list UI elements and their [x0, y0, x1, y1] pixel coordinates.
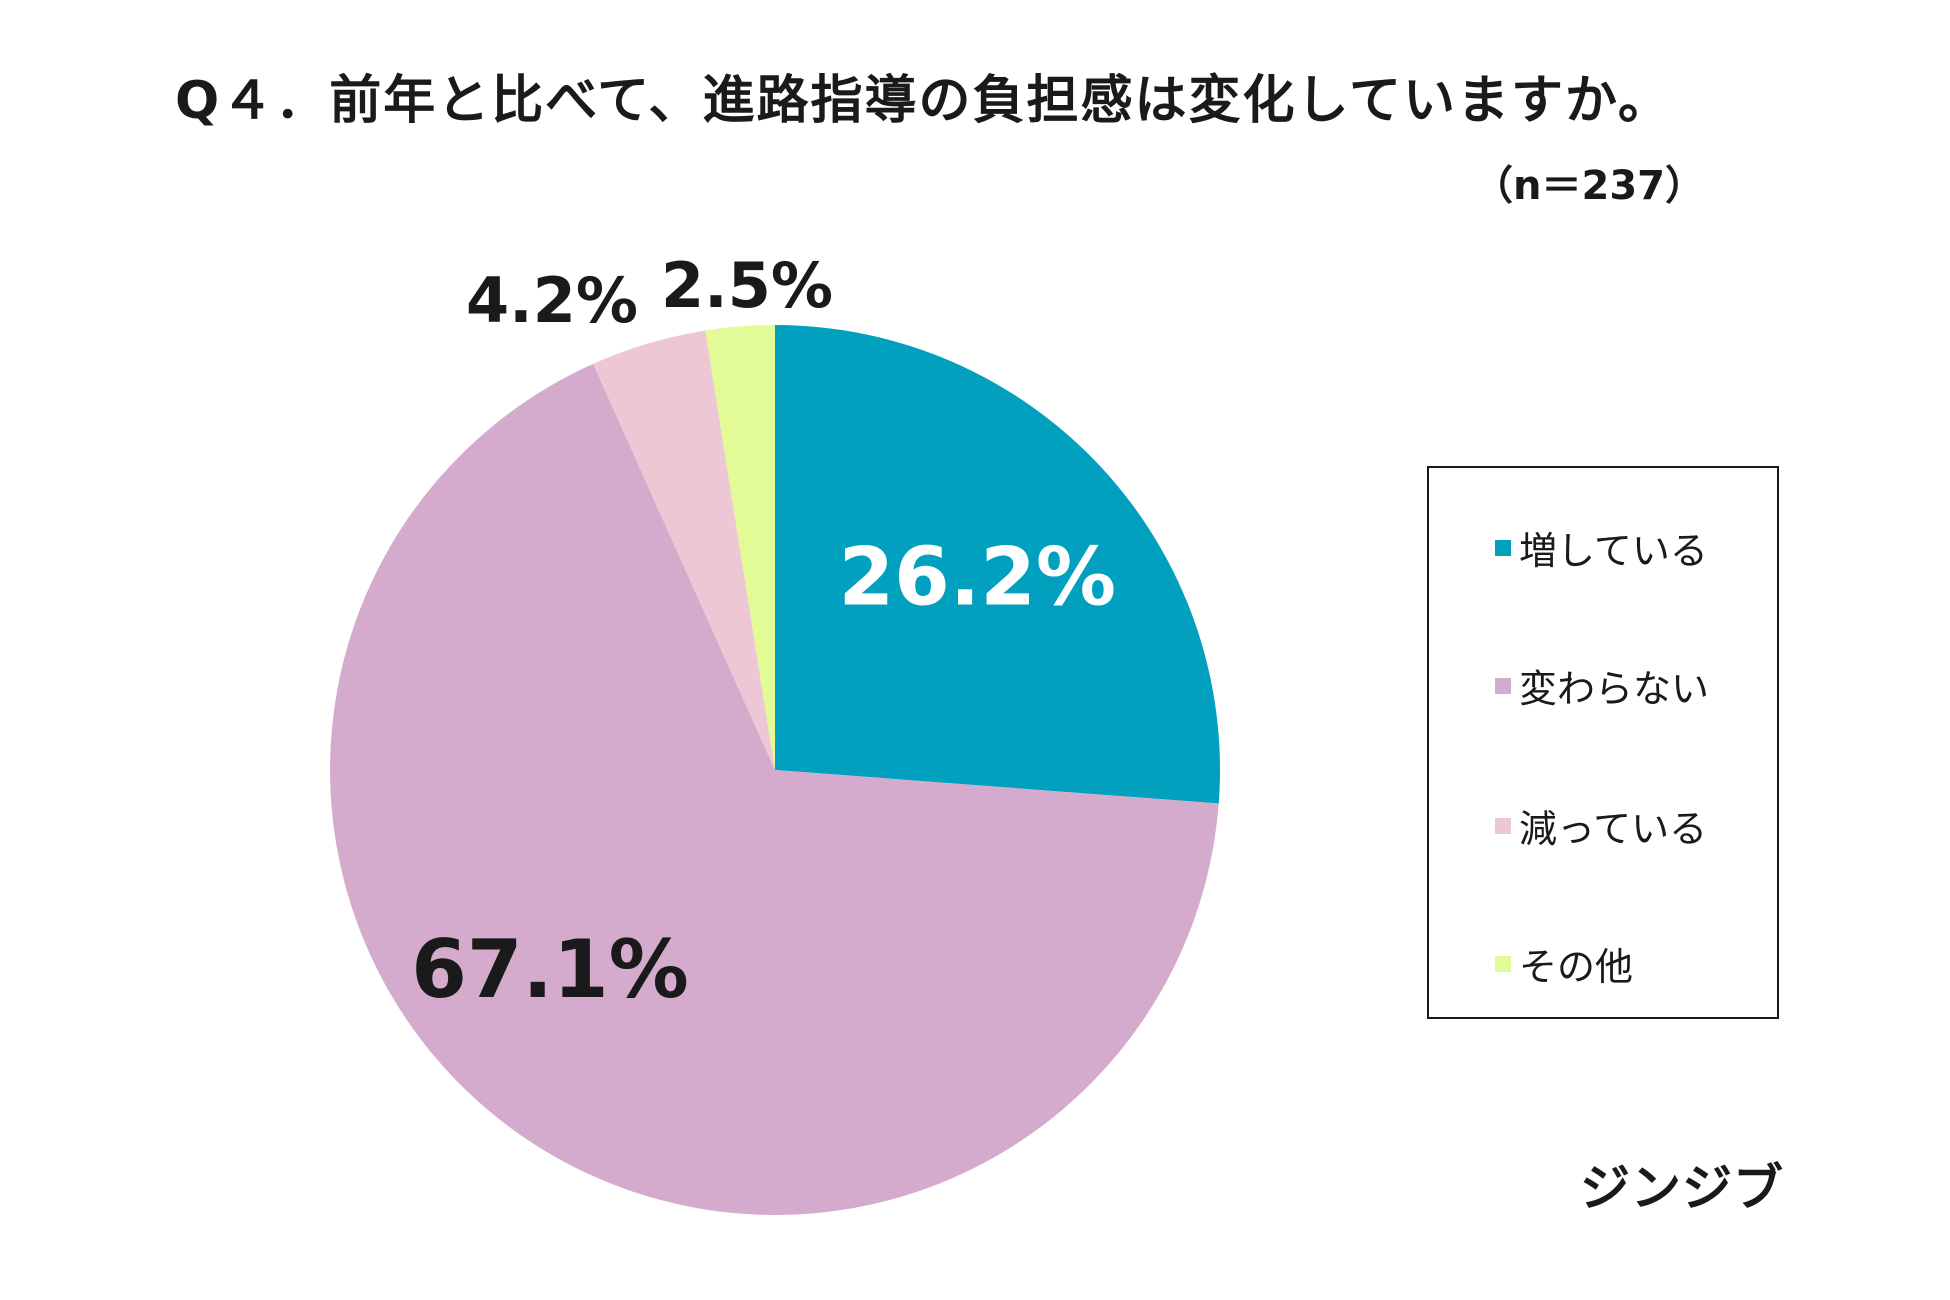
slice-other	[705, 325, 775, 770]
legend-swatch-decreasing	[1495, 817, 1511, 834]
data-label-unchanged: 67.1%	[411, 923, 689, 1016]
chart-title: Q４．前年と比べて、進路指導の負担感は変化していますか。	[175, 71, 1672, 131]
sample-size-note: （n＝237）	[1473, 163, 1705, 209]
data-label-increasing: 26.2%	[839, 530, 1117, 623]
slice-increasing	[775, 325, 1221, 804]
legend-item-decreasing: 減っている	[1495, 798, 1707, 853]
legend-item-unchanged: 変わらない	[1495, 658, 1709, 713]
legend-label-other: その他	[1519, 945, 1634, 989]
data-label-decreasing: 4.2%	[466, 264, 638, 337]
pie-slices	[330, 325, 1221, 1215]
legend-item-increasing: 増している	[1495, 520, 1708, 575]
slice-unchanged	[330, 363, 1219, 1215]
legend-item-other: その他	[1495, 936, 1633, 991]
legend-label-unchanged: 変わらない	[1519, 667, 1710, 711]
legend-label-increasing: 増している	[1519, 529, 1708, 573]
legend-swatch-other	[1495, 955, 1511, 972]
legend-label-decreasing: 減っている	[1519, 807, 1708, 851]
legend-swatch-unchanged	[1495, 677, 1511, 694]
brand-logo-text: ジンジブ	[1580, 1159, 1784, 1217]
pie-data-labels: 26.2% 67.1% 4.2% 2.5%	[411, 249, 1116, 1016]
legend-swatch-increasing	[1495, 539, 1511, 556]
data-label-other: 2.5%	[661, 249, 833, 322]
slice-decreasing	[593, 330, 775, 770]
chart-legend: 増している 変わらない 減っている その他	[1427, 466, 1779, 1019]
